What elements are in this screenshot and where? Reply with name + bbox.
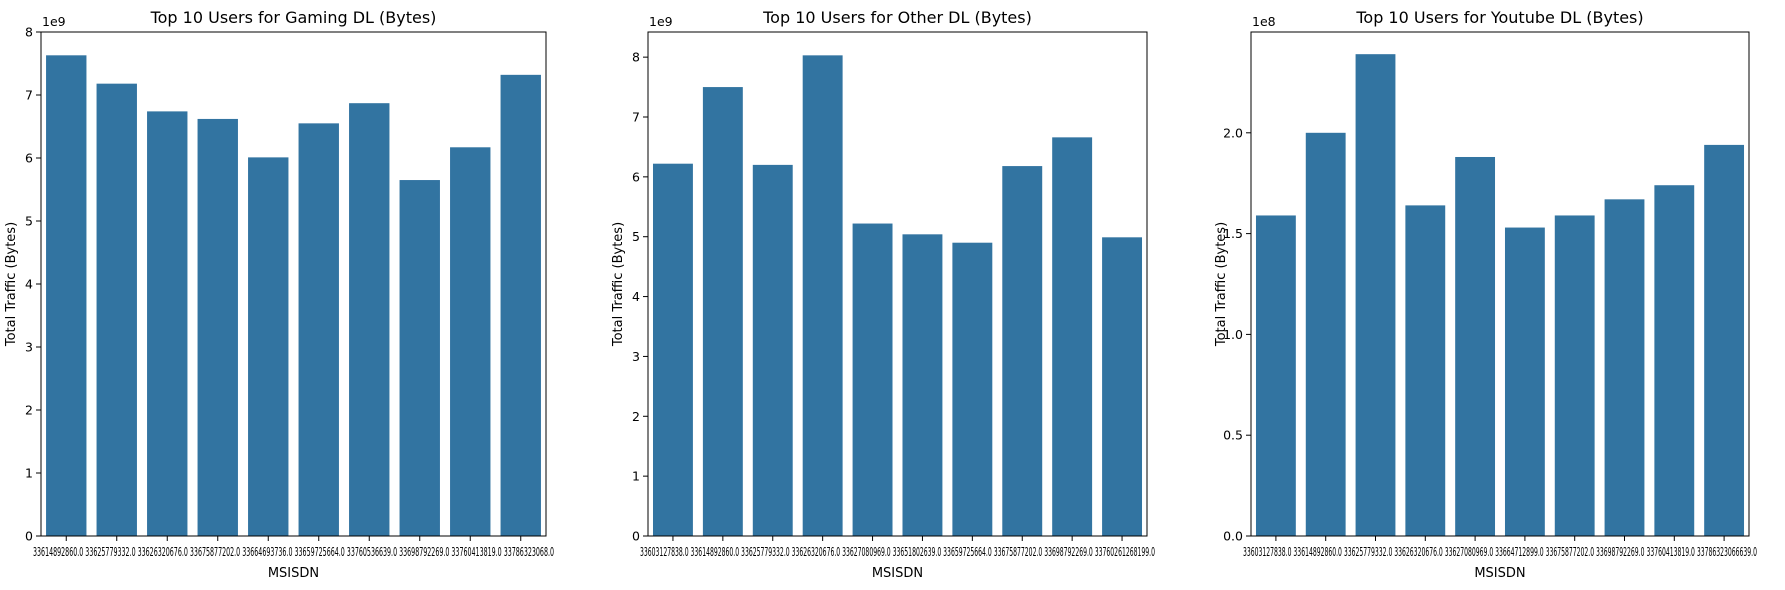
- bar: [1455, 156, 1496, 537]
- y-tick-label: 0.5: [1223, 428, 1243, 443]
- x-axis-label: MSISDN: [268, 566, 319, 581]
- bar: [1604, 199, 1645, 536]
- x-tick-labels: 33603127838.0 33614892860.0 33625779332.…: [640, 544, 1155, 559]
- chart-panel-1: 0 1 2 3 4 5 6 7 8 33614892860.0 33625779332.0 336…: [4, 8, 554, 581]
- y-tick-label: 8: [25, 25, 33, 40]
- bar: [96, 83, 137, 536]
- bar: [399, 180, 440, 537]
- bar: [802, 55, 843, 537]
- bar: [450, 147, 491, 537]
- y-tick-label: 1: [632, 469, 640, 484]
- bar: [248, 157, 289, 536]
- y-tick-label: 1: [25, 466, 33, 481]
- bar: [298, 123, 339, 536]
- axes-frame: [647, 31, 1148, 537]
- x-axis-label: MSISDN: [872, 566, 923, 581]
- chart-title: Top 10 Users for Youtube DL (Bytes): [1355, 8, 1643, 27]
- bar: [46, 55, 87, 537]
- x-tick-labels: 33614892860.0 33625779332.0 33626320676.…: [33, 544, 554, 559]
- bar: [1052, 137, 1093, 536]
- y-tick-label: 4: [632, 289, 640, 304]
- axes-frame: [1250, 31, 1750, 537]
- bar: [1654, 185, 1695, 536]
- y-tick-label: 6: [25, 151, 33, 166]
- y-tick-label: 0.0: [1223, 529, 1243, 544]
- bar: [197, 118, 238, 536]
- y-tick-label: 1.5: [1223, 226, 1243, 241]
- y-tick-label: 0: [632, 529, 640, 544]
- axis-offset-label: 1e8: [1252, 14, 1276, 29]
- bar: [1305, 132, 1346, 537]
- chart-panel-3: 0.0 0.5 1.0 1.5 2.0 33603127838.0 33614892860…: [1214, 8, 1757, 581]
- bar: [1102, 237, 1143, 536]
- bar: [852, 223, 893, 537]
- bar: [952, 242, 993, 536]
- y-axis-label: Total Traffic (Bytes): [4, 222, 19, 347]
- x-axis-label: MSISDN: [1474, 566, 1525, 581]
- y-tick-label: 0: [25, 529, 33, 544]
- bar: [1704, 144, 1745, 536]
- bar: [1554, 215, 1595, 536]
- bar: [1355, 54, 1396, 537]
- axis-offset-label: 1e9: [649, 14, 673, 29]
- bar: [1255, 215, 1296, 536]
- y-tick-label: 3: [25, 340, 33, 355]
- y-tick-label: 2: [632, 409, 640, 424]
- bar: [349, 103, 390, 536]
- y-tick-label: 5: [25, 214, 33, 229]
- chart-panel-2: 0 1 2 3 4 5 6 7 8 33603127838.0 33614892860.0 336…: [611, 8, 1155, 581]
- y-tick-label: 2: [25, 403, 33, 418]
- bar: [652, 163, 693, 536]
- bar: [1405, 205, 1446, 536]
- chart-title: Top 10 Users for Other DL (Bytes): [762, 8, 1032, 27]
- y-tick-label: 7: [632, 109, 640, 124]
- y-tick-label: 5: [632, 229, 640, 244]
- bar: [500, 74, 541, 536]
- x-tick-labels: 33603127838.0 33614892860.0 33625779332.…: [1243, 544, 1757, 559]
- bar: [702, 87, 743, 536]
- chart-title: Top 10 Users for Gaming DL (Bytes): [150, 8, 437, 27]
- y-tick-label: 6: [632, 169, 640, 184]
- y-tick-label: 3: [632, 349, 640, 364]
- bar: [147, 111, 188, 536]
- y-tick-label: 2.0: [1223, 125, 1243, 140]
- axis-offset-label: 1e9: [42, 14, 66, 29]
- y-axis-label: Total Traffic (Bytes): [611, 222, 626, 347]
- bar: [902, 234, 943, 536]
- bar: [752, 164, 793, 536]
- y-tick-label: 7: [25, 88, 33, 103]
- bar: [1504, 227, 1545, 537]
- bar: [1002, 166, 1043, 536]
- y-tick-label: 1.0: [1223, 327, 1243, 342]
- y-axis-label: Total Traffic (Bytes): [1214, 222, 1229, 347]
- y-tick-label: 4: [25, 277, 33, 292]
- y-tick-label: 8: [632, 50, 640, 65]
